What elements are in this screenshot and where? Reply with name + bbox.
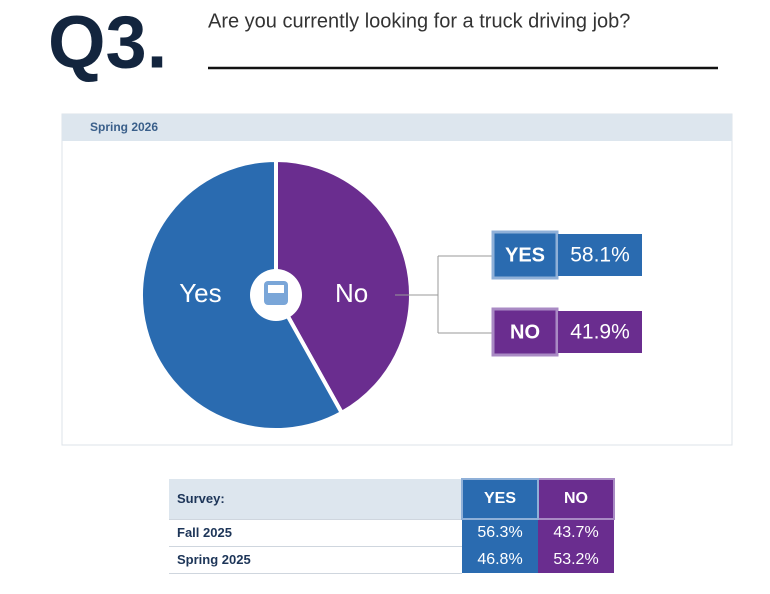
table-row: Fall 2025 56.3% 43.7%: [169, 519, 614, 547]
question-text: Are you currently looking for a truck dr…: [208, 10, 630, 32]
cell: 46.8%: [462, 546, 538, 573]
legend-label: NO: [510, 321, 540, 343]
row-label: Spring 2025: [169, 546, 462, 574]
survey-table: Survey: YES NO Fall 2025 56.3% 43.7% Spr…: [169, 478, 615, 574]
header-cell: Survey:: [169, 479, 462, 520]
pie-slice: [139, 157, 345, 432]
truck-icon: [268, 285, 284, 293]
value-box: [558, 234, 642, 276]
legend-label: YES: [505, 244, 545, 266]
legend-key: [491, 307, 559, 357]
legend-key: [491, 230, 559, 280]
pie-slice: [274, 157, 413, 416]
cell: 56.3%: [462, 519, 538, 546]
cell: 53.2%: [538, 546, 614, 573]
header-cell: NO: [537, 478, 615, 520]
pie: No Yes: [139, 157, 413, 432]
value-label: 41.9%: [570, 321, 630, 344]
table-row: Spring 2025 46.8% 53.2%: [169, 546, 614, 574]
row-label: Fall 2025: [169, 519, 462, 547]
value-label: 58.1%: [570, 244, 630, 267]
table-header: Survey: YES NO: [169, 478, 615, 520]
header-cell: YES: [461, 478, 539, 520]
slice-label: No: [335, 278, 368, 308]
connector: [395, 255, 492, 334]
question-number: Q3.: [48, 1, 167, 84]
panel-header: [62, 114, 732, 141]
chart-title: Spring 2026: [90, 120, 158, 134]
legend: YES 58.1% NO 41.9%: [491, 230, 642, 357]
slice-label: Yes: [179, 278, 221, 308]
cell: 43.7%: [538, 519, 614, 546]
value-box: [558, 311, 642, 353]
